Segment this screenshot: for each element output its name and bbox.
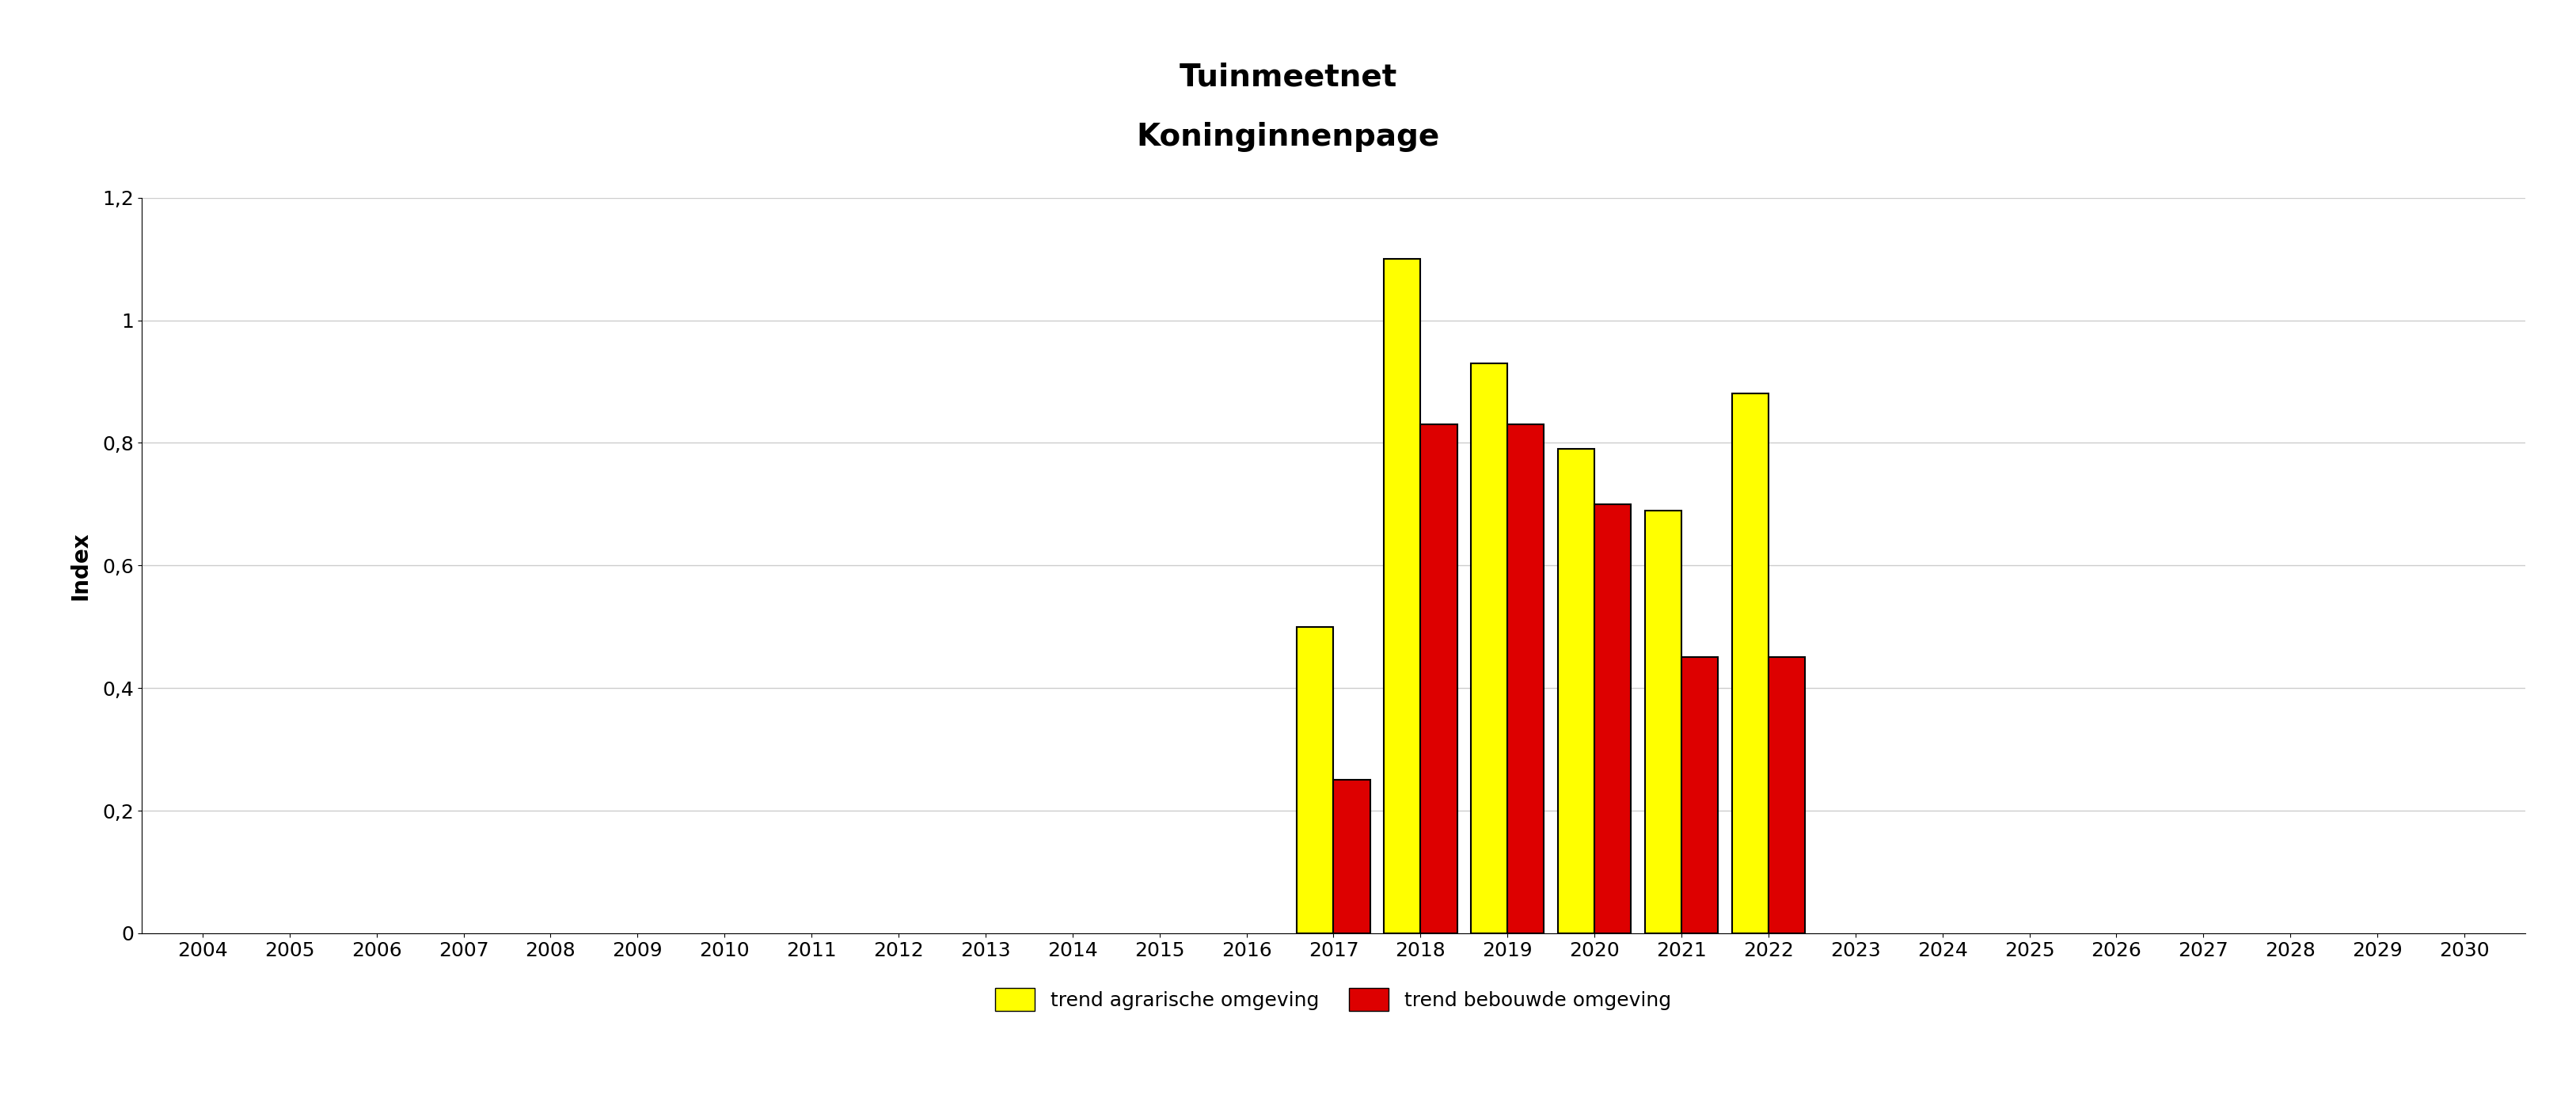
Bar: [1643, 511, 1682, 933]
Bar: [1507, 425, 1543, 933]
Bar: [1731, 394, 1767, 933]
Bar: [1471, 363, 1507, 933]
Y-axis label: Index: Index: [70, 531, 90, 600]
Bar: [1682, 658, 1718, 933]
Bar: [1296, 627, 1332, 933]
Text: Tuinmeetnet: Tuinmeetnet: [1180, 61, 1396, 92]
Bar: [1595, 504, 1631, 933]
Bar: [1383, 259, 1419, 933]
Text: Koninginnenpage: Koninginnenpage: [1136, 122, 1440, 153]
Bar: [1558, 449, 1595, 933]
Legend: trend agrarische omgeving, trend bebouwde omgeving: trend agrarische omgeving, trend bebouwd…: [987, 981, 1680, 1019]
Bar: [1332, 780, 1370, 933]
Bar: [1767, 658, 1803, 933]
Bar: [1419, 425, 1455, 933]
